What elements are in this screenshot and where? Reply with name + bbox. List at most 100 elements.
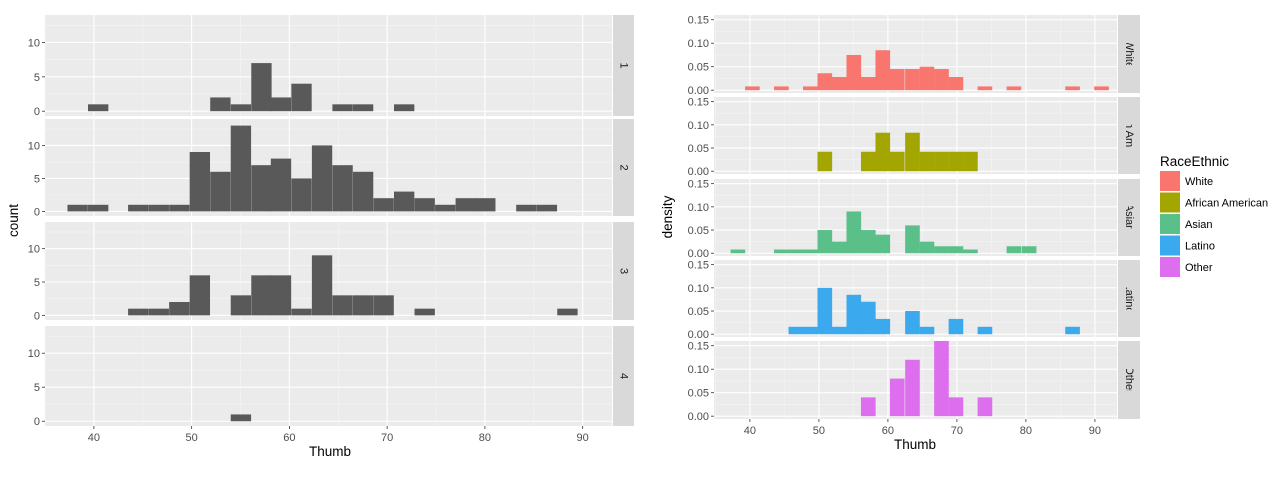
y-tick-label: 10 <box>28 37 40 49</box>
facet-strip: Asian <box>1118 179 1140 256</box>
histogram-bar <box>414 308 435 316</box>
histogram-bar <box>475 198 496 212</box>
legend-swatch <box>1160 214 1180 234</box>
legend-item: African American <box>1160 192 1268 213</box>
histogram-bar <box>905 69 920 91</box>
histogram-bar <box>889 378 905 417</box>
y-tick-label: 0 <box>34 106 40 118</box>
histogram-bar <box>128 308 149 316</box>
histogram-bar <box>977 397 993 417</box>
histogram-bar <box>455 198 476 212</box>
histogram-bar <box>128 204 149 212</box>
histogram-bar <box>291 308 312 316</box>
legend-item: Other <box>1160 257 1213 277</box>
histogram-bar <box>875 50 891 91</box>
facet-strip-background <box>1118 15 1140 93</box>
facet-strip-label: Asian <box>1123 204 1135 232</box>
histogram-bar <box>934 246 949 254</box>
histogram-bar <box>536 204 558 212</box>
histogram-bar <box>1065 86 1080 91</box>
histogram-bar <box>803 86 818 91</box>
y-tick-label: 0.10 <box>688 202 709 214</box>
legend-label: Latino <box>1185 241 1215 253</box>
y-tick-label: 0.15 <box>688 341 709 353</box>
legend-swatch <box>1160 192 1180 213</box>
y-tick-label: 10 <box>28 348 40 360</box>
histogram-bar <box>1006 86 1022 91</box>
y-axis-title: density <box>660 195 675 238</box>
histogram-bar <box>832 241 847 254</box>
histogram-bar <box>832 326 847 335</box>
legend-item: Asian <box>1160 214 1213 234</box>
histogram-bar <box>311 145 333 212</box>
histogram-bar <box>270 97 292 112</box>
histogram-bar <box>270 275 292 316</box>
histogram-bar <box>919 151 935 172</box>
facet-panel-3: 0 5 10 3 <box>28 222 634 322</box>
x-tick-label: 70 <box>381 432 393 444</box>
legend-label: White <box>1185 176 1213 188</box>
histogram-bar <box>860 230 876 254</box>
histogram-bar <box>1065 326 1080 335</box>
y-tick-label: 0.05 <box>688 225 709 237</box>
facet-strip-background <box>1118 260 1140 337</box>
x-axis-title: Thumb <box>309 444 351 459</box>
histogram-bar <box>230 414 252 422</box>
histogram-bar <box>557 308 578 316</box>
histogram-bar <box>860 77 876 91</box>
histogram-bar <box>148 204 169 212</box>
facet-panel-4: 0 5 10 4 <box>28 326 634 428</box>
facet-strip: Other <box>1118 341 1140 419</box>
facet-strip-label: White <box>1123 40 1135 68</box>
legend-swatch <box>1160 257 1180 277</box>
facet-strip: 4 <box>613 326 634 426</box>
legend-label: African American <box>1185 198 1268 210</box>
histogram-bar <box>905 311 920 335</box>
y-tick-label: 0.05 <box>688 143 709 155</box>
histogram-bar <box>919 66 935 91</box>
histogram-bar <box>774 86 789 91</box>
y-tick-label: 0 <box>34 310 40 322</box>
histogram-bar <box>414 198 435 212</box>
x-tick-label: 90 <box>577 432 589 444</box>
histogram-bar <box>817 287 833 335</box>
histogram-bar <box>230 104 252 112</box>
x-tick-label: 80 <box>1020 425 1032 437</box>
histogram-bar <box>934 69 949 91</box>
histogram-bar <box>352 104 374 112</box>
histogram-bar <box>846 54 862 91</box>
panel-background <box>45 326 612 426</box>
histogram-bar <box>948 77 964 91</box>
y-tick-label: 0 <box>34 416 40 428</box>
histogram-bar <box>963 151 978 172</box>
facet-strip: White <box>1118 15 1140 93</box>
facet-panel-white: 0.00 0.05 0.10 0.15 White <box>688 15 1140 97</box>
facet-panel-asian: 0.00 0.05 0.10 0.15 Asian <box>688 179 1140 260</box>
facet-panel-1: 0 5 10 1 <box>28 15 634 118</box>
histogram-bar <box>291 83 312 112</box>
histogram-bar <box>875 318 891 335</box>
histogram-bar <box>860 151 876 172</box>
y-tick-label: 0.10 <box>688 120 709 132</box>
histogram-bar <box>875 234 891 254</box>
x-tick-label: 60 <box>283 432 295 444</box>
y-tick-label: 5 <box>34 382 40 394</box>
histogram-bar <box>169 302 190 316</box>
facet-strip-background <box>613 222 634 320</box>
histogram-bar <box>934 341 949 417</box>
histogram-bar <box>948 246 964 254</box>
histogram-bar <box>1094 86 1109 91</box>
histogram-bar <box>393 191 415 212</box>
histogram-bar <box>189 151 211 212</box>
facet-strip-label: 4 <box>618 373 630 379</box>
histogram-bar <box>251 63 272 112</box>
y-tick-label: 0.15 <box>688 97 709 109</box>
histogram-bar <box>210 97 231 112</box>
x-tick-label: 60 <box>882 425 894 437</box>
facet-panel-2: 0 5 10 2 <box>28 119 634 218</box>
y-tick-label: 5 <box>34 277 40 289</box>
facet-strip: African American <box>1118 97 1140 174</box>
histogram-bar <box>977 86 993 91</box>
histogram-bar <box>230 125 252 212</box>
facet-strip-label: Latino <box>1123 284 1135 314</box>
